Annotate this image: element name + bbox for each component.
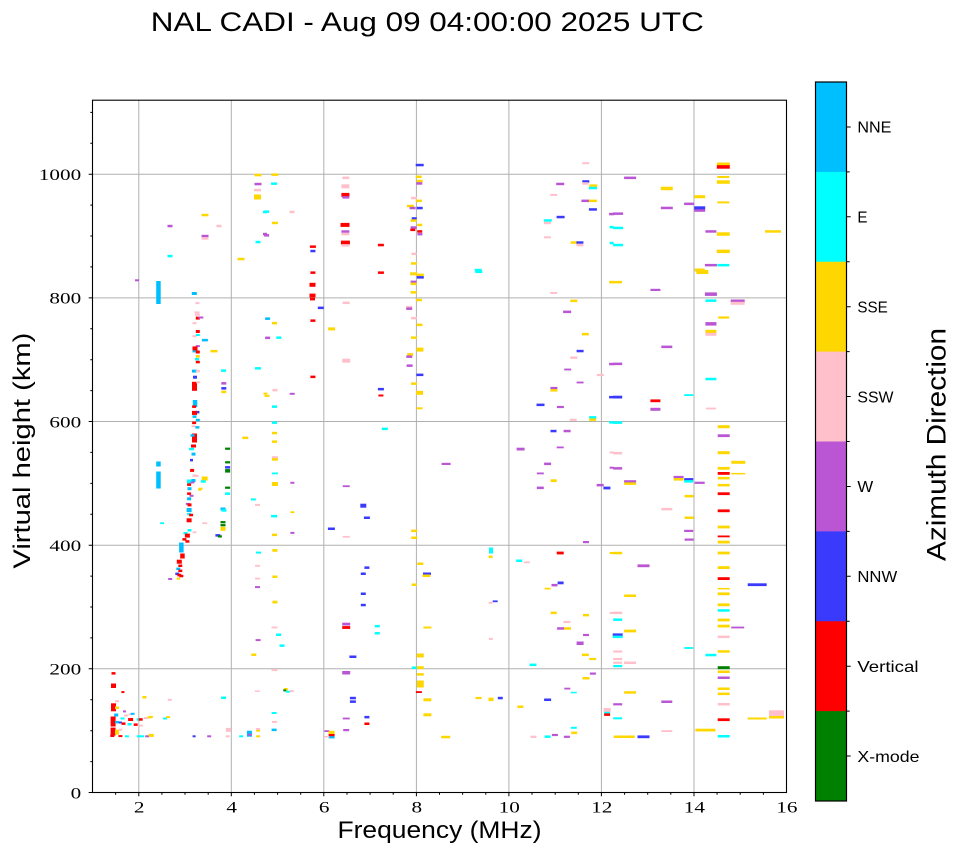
svg-text:SSE: SSE (857, 299, 887, 316)
svg-text:14: 14 (684, 800, 705, 817)
svg-text:400: 400 (49, 538, 81, 555)
svg-text:NNW: NNW (857, 569, 898, 586)
svg-text:10: 10 (499, 800, 520, 817)
svg-text:Vertical: Vertical (857, 659, 918, 676)
svg-text:1000: 1000 (39, 167, 81, 184)
svg-text:W: W (857, 479, 874, 496)
svg-text:12: 12 (591, 800, 612, 817)
svg-text:200: 200 (49, 662, 81, 679)
svg-text:16: 16 (776, 800, 797, 817)
svg-text:0: 0 (71, 785, 82, 802)
svg-text:E: E (857, 210, 867, 227)
svg-text:8: 8 (412, 800, 423, 817)
svg-text:Virtual height (km): Virtual height (km) (9, 333, 36, 569)
svg-text:Azimuth Direction: Azimuth Direction (922, 328, 952, 561)
svg-text:SSW: SSW (857, 389, 894, 406)
svg-text:Frequency (MHz): Frequency (MHz) (338, 817, 542, 844)
svg-text:NNE: NNE (857, 120, 891, 137)
svg-text:4: 4 (226, 800, 237, 817)
svg-text:600: 600 (49, 414, 81, 431)
svg-text:NAL CADI - Aug 09 04:00:00 202: NAL CADI - Aug 09 04:00:00 2025 UTC (151, 7, 704, 37)
svg-text:800: 800 (49, 291, 81, 308)
svg-text:2: 2 (134, 800, 145, 817)
svg-text:6: 6 (319, 800, 330, 817)
svg-text:X-mode: X-mode (857, 749, 919, 766)
